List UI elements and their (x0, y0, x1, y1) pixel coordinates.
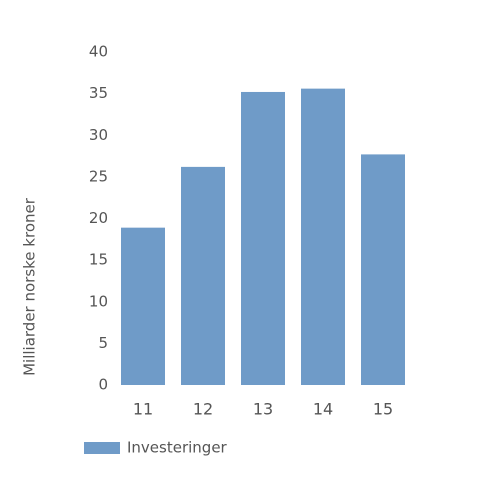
y-tick-label: 30 (89, 126, 108, 144)
y-tick-label: 10 (89, 292, 108, 310)
bar (241, 91, 285, 386)
bar (181, 166, 225, 385)
x-tick-label: 14 (313, 400, 333, 419)
y-tick-label: 40 (89, 43, 108, 61)
y-tick-label: 0 (98, 376, 108, 394)
y-tick-label: 25 (89, 167, 108, 185)
x-tick-label: 13 (253, 400, 273, 419)
legend-swatch (84, 442, 120, 454)
legend-label: Investeringer (127, 439, 228, 457)
y-tick-label: 5 (98, 334, 108, 352)
y-tick-label: 35 (89, 84, 108, 102)
y-axis-label: Milliarder norske kroner (21, 197, 39, 376)
bar (121, 227, 165, 385)
bar (361, 154, 405, 385)
x-tick-label: 15 (373, 400, 393, 419)
bar (301, 88, 345, 385)
y-tick-label: 20 (89, 209, 108, 227)
x-tick-label: 12 (193, 400, 213, 419)
y-tick-label: 15 (89, 251, 108, 269)
x-tick-label: 11 (133, 400, 153, 419)
